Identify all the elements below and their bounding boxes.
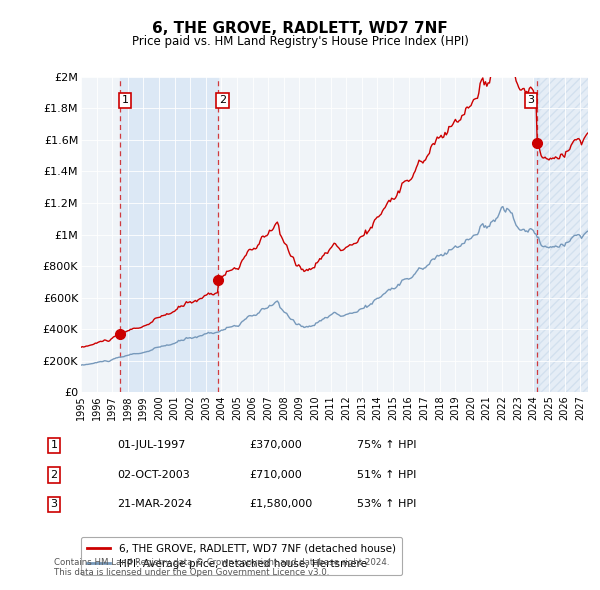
Text: £1,580,000: £1,580,000 xyxy=(249,500,312,509)
Text: 1: 1 xyxy=(50,441,58,450)
Text: Contains HM Land Registry data © Crown copyright and database right 2024.
This d: Contains HM Land Registry data © Crown c… xyxy=(54,558,389,577)
Text: 21-MAR-2024: 21-MAR-2024 xyxy=(117,500,192,509)
Text: 2: 2 xyxy=(50,470,58,480)
Text: 3: 3 xyxy=(50,500,58,509)
Text: 3: 3 xyxy=(527,96,535,106)
Bar xyxy=(120,77,218,392)
Bar xyxy=(537,77,588,392)
Text: Price paid vs. HM Land Registry's House Price Index (HPI): Price paid vs. HM Land Registry's House … xyxy=(131,35,469,48)
Bar xyxy=(537,77,588,392)
Text: £370,000: £370,000 xyxy=(249,441,302,450)
Text: 6, THE GROVE, RADLETT, WD7 7NF: 6, THE GROVE, RADLETT, WD7 7NF xyxy=(152,21,448,35)
Text: 02-OCT-2003: 02-OCT-2003 xyxy=(117,470,190,480)
Text: 1: 1 xyxy=(122,96,128,106)
Text: 75% ↑ HPI: 75% ↑ HPI xyxy=(357,441,416,450)
Text: 01-JUL-1997: 01-JUL-1997 xyxy=(117,441,185,450)
Text: 53% ↑ HPI: 53% ↑ HPI xyxy=(357,500,416,509)
Text: 2: 2 xyxy=(219,96,226,106)
Legend: 6, THE GROVE, RADLETT, WD7 7NF (detached house), HPI: Average price, detached ho: 6, THE GROVE, RADLETT, WD7 7NF (detached… xyxy=(81,537,402,575)
Text: £710,000: £710,000 xyxy=(249,470,302,480)
Text: 51% ↑ HPI: 51% ↑ HPI xyxy=(357,470,416,480)
Bar xyxy=(535,77,539,392)
